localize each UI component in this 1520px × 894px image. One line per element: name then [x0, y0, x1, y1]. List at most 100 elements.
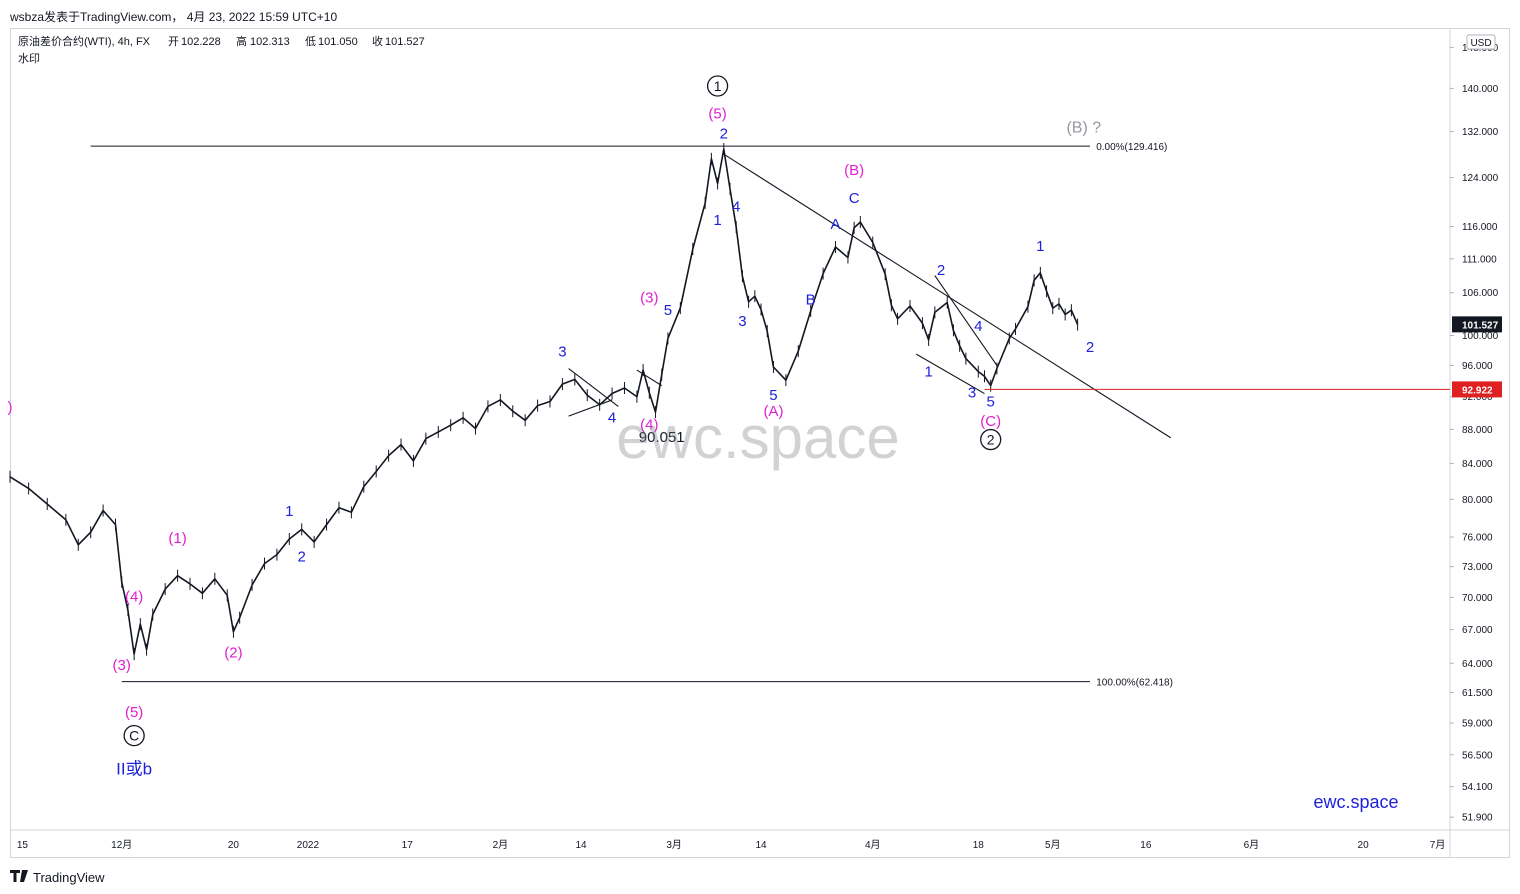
wave-label: (3) — [113, 657, 131, 674]
wave-label: 1 — [285, 503, 293, 520]
watermark-text: ewc.space — [616, 404, 899, 471]
tradingview-logo-text: TradingView — [33, 870, 105, 885]
wave-label: (2) — [224, 645, 242, 662]
tradingview-logo-icon — [10, 870, 28, 882]
last-price-tag-bg — [1452, 316, 1502, 333]
wave-label: 2 — [987, 432, 995, 448]
y-tick-label: 70.000 — [1462, 593, 1493, 604]
x-tick-label: 5月 — [1045, 839, 1061, 851]
y-tick-label: 106.000 — [1462, 288, 1499, 299]
publish-info-text: wsbza发表于TradingView.com， 4月 23, 2022 15:… — [10, 10, 338, 24]
wave-label: 1 — [1036, 238, 1044, 255]
y-tick-label: 140.000 — [1462, 84, 1499, 95]
wave-label: II或b — [116, 760, 152, 779]
wave-label: 4 — [974, 318, 982, 335]
wave-label: 2 — [1086, 339, 1094, 356]
wave-label: 1 — [924, 363, 932, 380]
red-level-tag-bg — [1452, 381, 1502, 398]
x-tick-label: 14 — [755, 840, 767, 851]
watermark-label: 水印 — [18, 52, 40, 65]
close-label: 收 — [372, 34, 383, 48]
wave-label: (5) — [125, 704, 143, 721]
wave-label: 5 — [987, 393, 995, 410]
x-tick-label: 2月 — [493, 839, 509, 851]
diag-bottom-line — [915, 353, 985, 395]
currency-label[interactable]: USD — [1470, 38, 1491, 49]
red-level-tag: 92.922 — [1462, 385, 1493, 396]
y-tick-label: 61.500 — [1462, 688, 1493, 699]
wave-label: ) — [8, 399, 13, 416]
x-tick-label: 6月 — [1244, 839, 1260, 851]
y-tick-label: 132.000 — [1462, 127, 1499, 138]
wave-circle — [123, 724, 145, 747]
wave-label: 5 — [769, 387, 777, 404]
x-tick-label: 3月 — [666, 839, 682, 851]
open-value: 102.228 — [181, 36, 221, 48]
y-tick-label: 73.000 — [1462, 562, 1493, 573]
wave-label: 3 — [968, 385, 976, 402]
x-tick-label: 20 — [1358, 840, 1370, 851]
y-tick-label: 84.000 — [1462, 459, 1493, 470]
x-tick-label: 12月 — [111, 839, 132, 851]
wave-label: (B) ? — [1066, 120, 1101, 137]
fib-label: 0.00%(129.416) — [1096, 142, 1167, 153]
x-tick-label: 4月 — [865, 839, 881, 851]
wave-label: (4) — [125, 589, 143, 606]
close-value: 101.527 — [385, 36, 425, 48]
y-tick-label: 111.000 — [1462, 254, 1497, 265]
price-line — [9, 148, 1079, 655]
x-tick-label: 17 — [402, 840, 414, 851]
wave-label: 4 — [608, 410, 616, 427]
low-value: 101.050 — [318, 36, 358, 48]
wave-label: C — [849, 190, 860, 207]
y-tick-label: 88.000 — [1462, 425, 1493, 436]
tradingview-logo[interactable]: TradingView — [10, 870, 105, 885]
x-tick-label: 7月 — [1430, 839, 1446, 851]
wave-label: 2 — [298, 549, 306, 566]
wave-label: 2 — [720, 125, 728, 142]
y-tick-label: 124.000 — [1462, 173, 1499, 184]
x-tick-label: 14 — [575, 840, 587, 851]
high-label: 高 — [236, 34, 247, 48]
wave-label: 1 — [713, 212, 721, 229]
wave-circle — [706, 75, 729, 97]
wave-label: (3) — [640, 289, 658, 306]
wave-label: (A) — [763, 403, 783, 420]
wave-label: C — [129, 728, 139, 744]
open-label: 开 — [168, 36, 179, 48]
y-tick-label: 92.000 — [1462, 392, 1493, 403]
price-layer — [9, 143, 1079, 661]
wave-label: 90.051 — [639, 429, 685, 446]
ewc-brand: ewc.space — [1313, 792, 1398, 812]
y-tick-label: 59.000 — [1462, 718, 1493, 729]
y-tick-label: 67.000 — [1462, 625, 1493, 636]
x-tick-label: 15 — [17, 840, 29, 851]
wave-label: 3 — [558, 343, 566, 360]
wave-label: 4 — [732, 198, 740, 215]
wave-label: (4) — [640, 416, 658, 433]
chart-frame[interactable] — [10, 28, 1510, 858]
wave-label: (C) — [980, 413, 1001, 430]
publish-info-bar: wsbza发表于TradingView.com， 4月 23, 2022 15:… — [0, 0, 1520, 28]
y-tick-label: 56.500 — [1462, 750, 1493, 761]
currency-box[interactable] — [1466, 34, 1496, 50]
y-tick-label: 76.000 — [1462, 533, 1493, 544]
wave-circle — [980, 428, 1002, 451]
y-tick-label: 51.900 — [1462, 813, 1493, 824]
wave-label: (5) — [708, 105, 726, 122]
low-label: 低 — [305, 35, 316, 48]
symbol-title: 原油差价合约(WTI), 4h, FX — [18, 34, 151, 48]
x-tick-label: 18 — [973, 840, 985, 851]
wedge-top-line — [568, 368, 619, 407]
y-tick-label: 54.100 — [1462, 782, 1493, 793]
fib-label: 100.00%(62.418) — [1096, 678, 1173, 689]
resistance-line — [723, 153, 1171, 439]
x-tick-label: 2022 — [297, 840, 320, 851]
wave-label: A — [831, 216, 841, 233]
wave-label: 1 — [714, 78, 722, 94]
y-tick-label: 80.000 — [1462, 495, 1493, 506]
axes-layer: 148.000140.000132.000124.000116.000111.0… — [10, 28, 1510, 858]
wave-label: 5 — [664, 302, 672, 319]
